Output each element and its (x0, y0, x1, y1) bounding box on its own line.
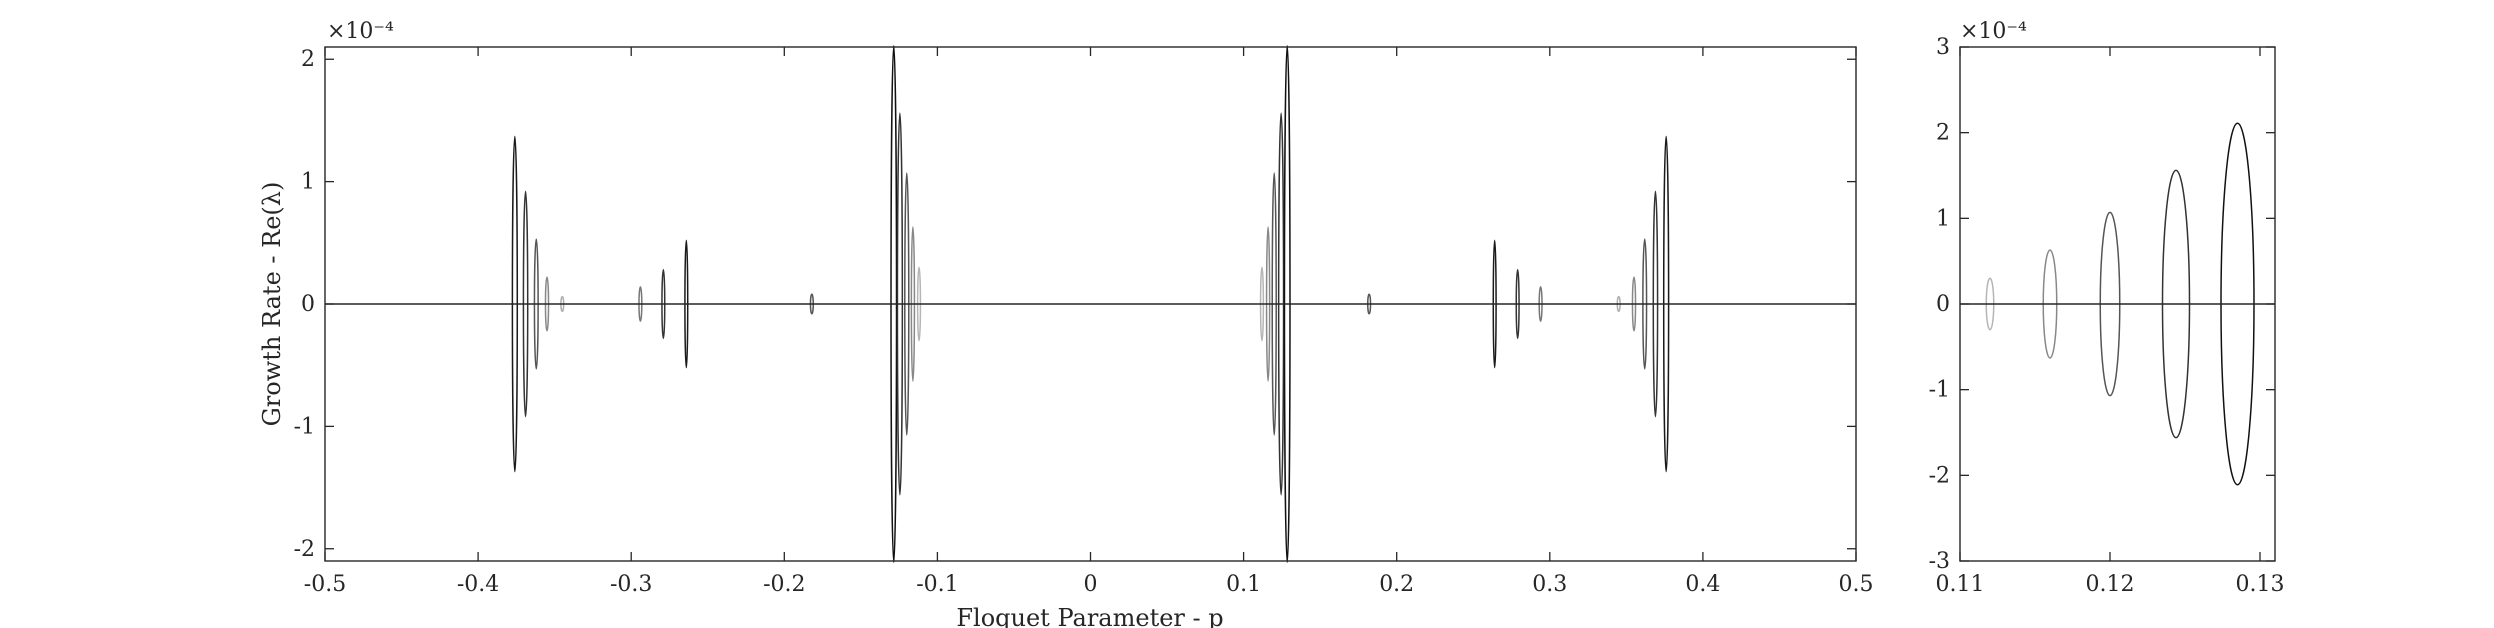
inset-x-tick-label-1: 0.12 (2086, 572, 2135, 597)
main-x-tick-label-2: -0.3 (610, 572, 652, 597)
inset-y-tick-label-2: -1 (1929, 378, 1950, 403)
inset-y-tick-label-0: -3 (1929, 549, 1950, 574)
main-x-tick-label-1: -0.4 (457, 572, 499, 597)
inset-x-tick-label-2: 0.13 (2236, 572, 2285, 597)
inset-y-tick-label-5: 2 (1936, 121, 1950, 146)
main-x-tick-label-3: -0.2 (763, 572, 805, 597)
main-chart: -0.5 -0.4 -0.3 -0.2 -0.1 0 0.1 0.2 0.3 0.4 0.5 -2-… (258, 19, 1874, 628)
inset-x-ticks: 0.11 0.12 0.13 (1936, 47, 2285, 597)
inset-y-ticks: -3 -2 -1 0 1 2 3 (1929, 35, 2275, 574)
main-x-tick-label-0: -0.5 (304, 572, 346, 597)
main-x-tick-label-4: -0.1 (916, 572, 958, 597)
main-x-tick-label-8: 0.3 (1532, 572, 1567, 597)
main-x-axis-label: Floquet Parameter - p (956, 604, 1223, 628)
main-x-tick-label-10: 0.5 (1839, 572, 1874, 597)
inset-y-tick-label-1: -2 (1929, 463, 1950, 488)
inset-y-tick-label-6: 3 (1936, 35, 1950, 60)
main-x-tick-label-7: 0.2 (1379, 572, 1414, 597)
main-y-exponent: ×10⁻⁴ (327, 19, 394, 44)
main-y-tick-label-3: 1 (301, 170, 315, 195)
main-x-ticks: -0.5 -0.4 -0.3 -0.2 -0.1 0 0.1 0.2 0.3 0.4 0.5 (304, 47, 1874, 597)
main-x-tick-label-6: 0.1 (1226, 572, 1261, 597)
main-y-tick-label-0: -2 (294, 537, 315, 562)
main-y-tick-label-2: 0 (301, 292, 315, 317)
main-y-tick-label-1: -1 (294, 414, 315, 439)
inset-y-tick-label-3: 0 (1936, 292, 1950, 317)
main-x-tick-label-5: 0 (1084, 572, 1098, 597)
inset-y-tick-label-4: 1 (1936, 206, 1950, 231)
inset-x-tick-label-0: 0.11 (1936, 572, 1985, 597)
main-x-tick-label-9: 0.4 (1685, 572, 1720, 597)
inset-chart: 0.11 0.12 0.13 -3 -2 -1 0 1 2 3 ×10⁻⁴ (1929, 19, 2285, 597)
main-y-tick-label-4: 2 (301, 47, 315, 72)
main-y-axis-label: Growth Rate - Re(λ) (258, 182, 286, 427)
main-y-ticks: -2 -1 0 1 2 (294, 47, 1856, 562)
inset-y-exponent: ×10⁻⁴ (1960, 19, 2027, 44)
